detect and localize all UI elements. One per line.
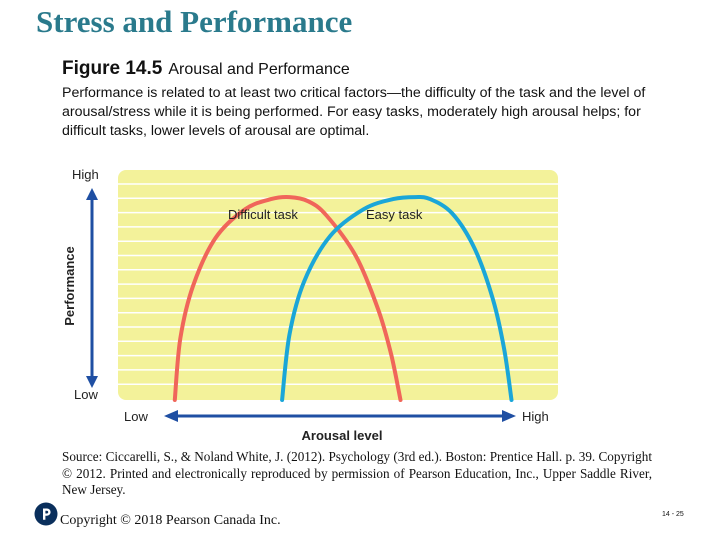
slide-number: 14 - 25 — [662, 511, 684, 518]
source-citation: Source: Ciccarelli, S., & Noland White, … — [62, 449, 652, 497]
figure-description: Performance is related to at least two c… — [62, 85, 646, 139]
y-axis-arrowhead-up — [86, 188, 98, 200]
legend-easy-task: Easy task — [366, 207, 423, 222]
axes — [86, 188, 516, 422]
plot-background — [118, 170, 558, 400]
slide-title: Stress and Performance — [36, 4, 353, 39]
x-axis-arrowhead-right — [502, 410, 516, 422]
y-axis-label: Performance — [62, 246, 77, 325]
figure-number: Figure 14.5 — [62, 58, 163, 79]
x-tick-low: Low — [124, 409, 148, 424]
y-tick-high: High — [72, 167, 99, 182]
y-tick-low: Low — [74, 387, 98, 402]
x-axis-label: Arousal level — [302, 428, 383, 443]
series-line-difficult-task — [172, 194, 403, 402]
plot-area — [118, 170, 558, 400]
figure-heading: Figure 14.5 Arousal and Performance — [62, 58, 350, 80]
legend-difficult-task: Difficult task — [228, 207, 298, 222]
arousal-performance-chart: High Low Low High Arousal level Performa… — [62, 167, 558, 443]
x-tick-high: High — [522, 409, 549, 424]
x-axis-arrowhead-left — [164, 410, 178, 422]
figure-caption: Arousal and Performance — [168, 61, 350, 78]
series-lines — [172, 194, 514, 402]
copyright-notice: Copyright © 2018 Pearson Canada Inc. — [60, 513, 281, 528]
series-line-easy-task — [280, 195, 514, 402]
gridlines — [118, 183, 558, 385]
pearson-logo-icon — [34, 502, 58, 526]
y-axis-arrowhead-down — [86, 376, 98, 388]
chart-labels: High Low Low High Arousal level Performa… — [62, 167, 549, 443]
